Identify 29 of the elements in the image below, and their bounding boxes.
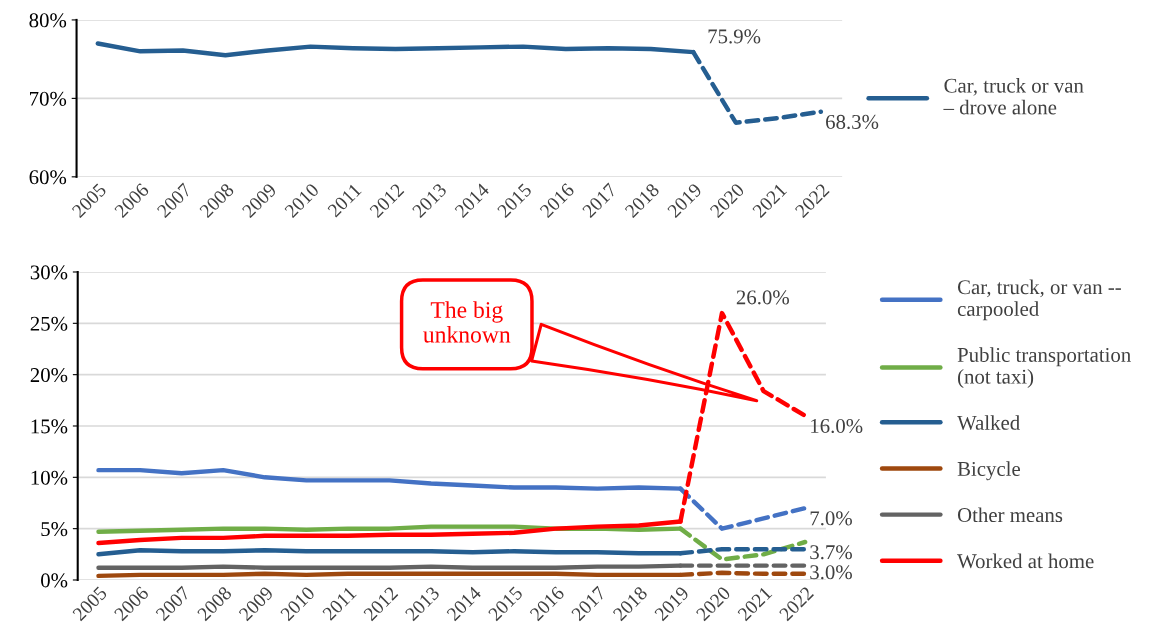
annotation: The big unknown	[423, 301, 511, 343]
data-label: 75.9%	[708, 29, 761, 44]
data-label: 3.0%	[810, 565, 852, 580]
data-label: 68.3%	[826, 114, 879, 130]
y-tick-label: 0%	[41, 573, 68, 588]
legend-label: Car, truck, or van -- carpooled	[957, 279, 1121, 321]
x-tick-label: 2011	[321, 586, 357, 621]
y-tick-label: 5%	[41, 522, 68, 537]
x-tick-label: 2011	[327, 182, 362, 218]
y-tick-label: 60%	[29, 170, 67, 185]
legend-label: Worked at home	[957, 553, 1094, 569]
y-tick-label: 15%	[31, 419, 68, 434]
data-label: 3.7%	[810, 545, 852, 560]
legend-label: Other means	[957, 507, 1063, 523]
y-tick-label: 25%	[30, 316, 68, 331]
y-tick-label: 30%	[30, 265, 68, 280]
data-label: 7.0%	[810, 511, 852, 526]
y-tick-label: 70%	[30, 91, 67, 106]
data-label: 16.0%	[811, 418, 863, 434]
y-tick-label: 10%	[31, 470, 68, 485]
legend-label: Public transportation (not taxi)	[957, 347, 1131, 388]
legend-label: Bicycle	[957, 461, 1020, 481]
y-tick-label: 20%	[30, 368, 68, 383]
x-tick-label: 2021	[751, 182, 788, 219]
legend-label: Walked	[957, 415, 1020, 430]
data-label: 26.0%	[736, 290, 789, 305]
x-tick-label: 2021	[737, 586, 773, 622]
legend-label: Car, truck or van – drove alone	[943, 78, 1084, 115]
y-tick-label: 80%	[29, 13, 67, 28]
